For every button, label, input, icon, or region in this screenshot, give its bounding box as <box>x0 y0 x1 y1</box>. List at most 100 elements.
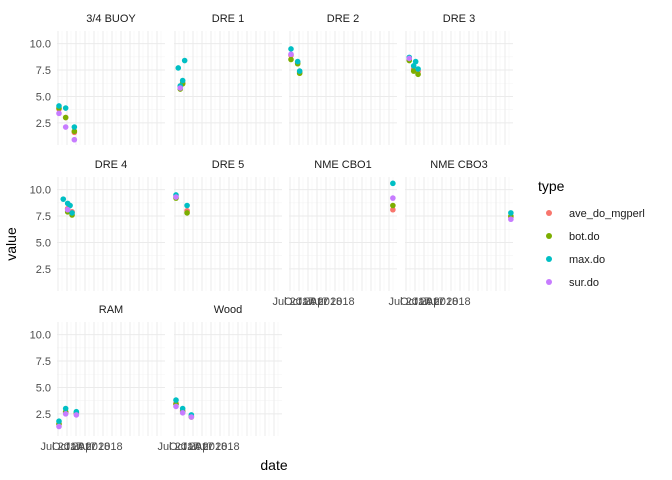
legend-label: max.do <box>569 254 605 266</box>
data-point <box>71 128 78 135</box>
legend-key <box>546 233 552 239</box>
x-tick-label: Oct 2017 <box>169 441 214 453</box>
data-point <box>71 136 78 143</box>
data-point <box>508 210 514 216</box>
x-tick-label: Jul 2017 <box>40 441 82 453</box>
x-tick-label: Apr 2018 <box>310 296 355 308</box>
data-point <box>173 194 179 200</box>
data-point <box>406 55 413 62</box>
data-point <box>60 196 67 202</box>
data-point <box>56 110 62 117</box>
y-tick-label: 7.5 <box>36 65 51 77</box>
x-tick-label: Jan 2018 <box>297 296 342 308</box>
data-point <box>296 68 303 74</box>
y-tick-label: 2.5 <box>36 264 51 276</box>
x-tick-label: Apr 2018 <box>426 296 471 308</box>
data-point <box>390 195 396 201</box>
data-point <box>412 58 419 65</box>
y-axis-title: value <box>3 227 19 261</box>
data-point <box>177 85 184 91</box>
data-point <box>62 114 69 121</box>
data-point <box>173 403 179 410</box>
y-tick-label: 5.0 <box>36 237 51 249</box>
facet-panel: 3/4 BUOY 2.5 5.0 7.5 10.0 <box>30 13 165 145</box>
data-point <box>64 206 71 213</box>
data-point <box>67 202 73 209</box>
data-point <box>390 206 396 213</box>
data-point <box>415 71 421 78</box>
x-tick-label: Oct 2017 <box>400 296 445 308</box>
x-tick-label: Jan 2018 <box>65 441 110 453</box>
data-point <box>288 46 294 52</box>
data-point <box>288 51 294 58</box>
data-point <box>390 180 396 187</box>
x-tick-label: Jul 2017 <box>157 441 199 453</box>
data-point <box>179 409 186 416</box>
data-point <box>62 405 69 412</box>
facet-strip-label: RAM <box>99 304 123 316</box>
x-axis-title: date <box>260 457 287 473</box>
facet-strip-label: DRE 1 <box>212 13 244 25</box>
data-point <box>179 405 186 412</box>
legend-label: sur.do <box>569 277 599 289</box>
data-point <box>62 105 69 111</box>
facet-strip-label: DRE 4 <box>95 159 127 171</box>
legend-key <box>546 210 552 216</box>
data-point <box>73 412 80 418</box>
y-tick-label: 5.0 <box>36 91 51 103</box>
data-point <box>181 57 188 64</box>
x-tick-label: Jul 2017 <box>272 296 314 308</box>
facet-strip-label: DRE 2 <box>327 13 359 25</box>
facet-strip-label: DRE 5 <box>212 159 244 171</box>
data-point <box>410 63 417 69</box>
data-point <box>415 66 421 72</box>
data-point <box>62 411 69 417</box>
x-tick-label: Jan 2018 <box>413 296 458 308</box>
y-tick-label: 2.5 <box>36 409 51 421</box>
x-tick-label: Apr 2018 <box>195 441 240 453</box>
legend-key <box>546 279 552 285</box>
data-point <box>175 65 182 71</box>
y-tick-label: 10.0 <box>30 39 51 51</box>
data-point <box>62 124 69 130</box>
data-point <box>69 210 75 216</box>
x-tick-label: Jul 2017 <box>388 296 430 308</box>
data-point <box>508 216 514 223</box>
data-point <box>56 103 62 109</box>
x-tick-label: Apr 2018 <box>78 441 123 453</box>
facet-strip-label: NME CBO3 <box>430 159 487 171</box>
data-point <box>184 202 190 209</box>
data-point <box>179 77 186 84</box>
data-point <box>71 124 78 130</box>
y-tick-label: 5.0 <box>36 382 51 394</box>
data-point <box>294 58 301 65</box>
x-tick-label: Jan 2018 <box>182 441 227 453</box>
legend-title: type <box>538 178 565 194</box>
facet-strip-label: 3/4 BUOY <box>86 13 136 25</box>
facet-strip-label: DRE 3 <box>443 13 475 25</box>
x-tick-label: Oct 2017 <box>284 296 329 308</box>
x-tick-label: Oct 2017 <box>52 441 97 453</box>
facet-panel: DRE 4 2.5 5.0 7.5 10.0 <box>30 159 165 291</box>
data-point <box>56 423 62 430</box>
data-point <box>390 202 396 209</box>
data-point <box>184 210 190 216</box>
facet-panel: DRE 3 <box>405 13 513 145</box>
legend: type ave_do_mgperl bot.do max.do sur.do <box>538 178 645 289</box>
data-point <box>188 414 195 420</box>
facet-panel: DRE 5 <box>173 159 282 291</box>
data-point <box>288 56 294 63</box>
legend-label: ave_do_mgperl <box>569 208 645 220</box>
facet-panel: DRE 1 <box>174 13 282 145</box>
facet-strip-label: Wood <box>214 304 243 316</box>
facet-panel: DRE 2 <box>288 13 397 145</box>
y-tick-label: 7.5 <box>36 211 51 223</box>
legend-label: bot.do <box>569 231 600 243</box>
y-tick-label: 10.0 <box>30 330 51 342</box>
y-tick-label: 7.5 <box>36 356 51 368</box>
